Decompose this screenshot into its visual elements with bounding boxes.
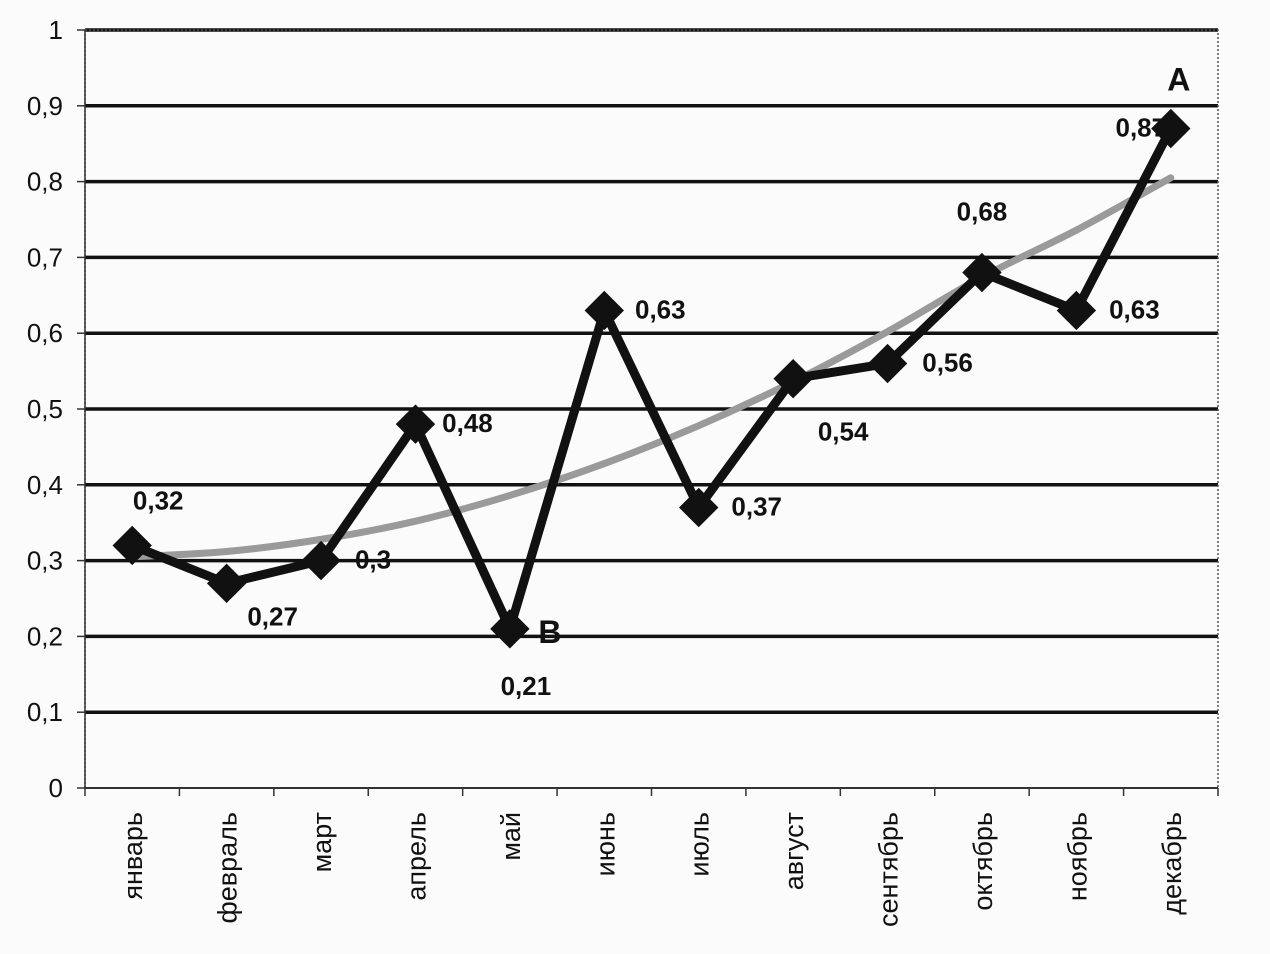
y-tick-label: 0,9 — [27, 91, 63, 121]
data-label: 0,63 — [635, 294, 686, 324]
x-category-label: декабрь — [1157, 812, 1187, 915]
y-tick-label: 0,6 — [27, 318, 63, 348]
y-tick-label: 1 — [49, 15, 63, 45]
annotation-label: B — [538, 614, 561, 650]
x-category-label: январь — [118, 812, 148, 900]
x-category-label: май — [496, 812, 526, 861]
data-point-marker — [584, 290, 624, 331]
x-category-label: апрель — [401, 812, 431, 901]
data-point-marker — [490, 609, 530, 649]
data-label: 0,87 — [1115, 113, 1166, 143]
data-label: 0,56 — [922, 348, 973, 378]
data-point-marker — [1056, 290, 1097, 331]
x-category-label: сентябрь — [874, 812, 904, 927]
y-tick-label: 0,1 — [27, 697, 63, 727]
axes: 0 0,1 0,2 0,3 0,4 0,5 0,6 0,7 0,8 0,9 1 январь февра… — [27, 15, 1219, 927]
data-point-marker — [1151, 108, 1191, 149]
x-category-label: март — [307, 812, 337, 872]
trendline-group — [128, 174, 1175, 561]
labels-group: 0,32 0,27 0,3 0,48 0,21 0,63 0,37 0,54 0,56 0,68 0… — [133, 62, 1190, 701]
data-point-marker — [112, 525, 152, 566]
y-tick-label: 0,7 — [27, 242, 63, 272]
series-group — [112, 108, 1191, 649]
data-label: 0,32 — [133, 485, 184, 515]
data-label: 0,48 — [442, 408, 493, 438]
data-point-marker — [395, 404, 436, 444]
data-label: 0,37 — [731, 492, 782, 522]
series-line — [130, 126, 1175, 642]
data-point-marker — [206, 563, 247, 604]
y-tick-label: 0 — [49, 773, 63, 803]
data-point-marker — [867, 343, 908, 384]
data-point-marker — [679, 487, 719, 528]
data-label: 0,68 — [957, 197, 1008, 227]
data-label: 0,3 — [355, 545, 391, 575]
x-category-label: февраль — [213, 812, 243, 923]
data-point-marker — [773, 358, 813, 399]
x-category-label: июль — [685, 812, 715, 877]
x-category-label: июнь — [590, 812, 620, 876]
data-label: 0,63 — [1109, 294, 1160, 324]
x-category-label: октябрь — [968, 812, 998, 911]
y-tick-label: 0,5 — [27, 394, 63, 424]
y-tick-label: 0,3 — [27, 546, 63, 576]
y-tick-label: 0,8 — [27, 167, 63, 197]
data-point-marker — [301, 540, 341, 581]
y-tick-label: 0,4 — [27, 470, 63, 500]
annotation-label: A — [1167, 62, 1190, 98]
y-tick-label: 0,2 — [27, 621, 63, 651]
data-point-marker — [962, 252, 1002, 293]
data-label: 0,21 — [501, 671, 552, 701]
trendline — [128, 174, 1175, 561]
data-label: 0,27 — [247, 601, 298, 631]
x-category-label: ноябрь — [1062, 812, 1092, 901]
data-label: 0,54 — [818, 417, 869, 447]
x-category-label: август — [779, 812, 809, 890]
